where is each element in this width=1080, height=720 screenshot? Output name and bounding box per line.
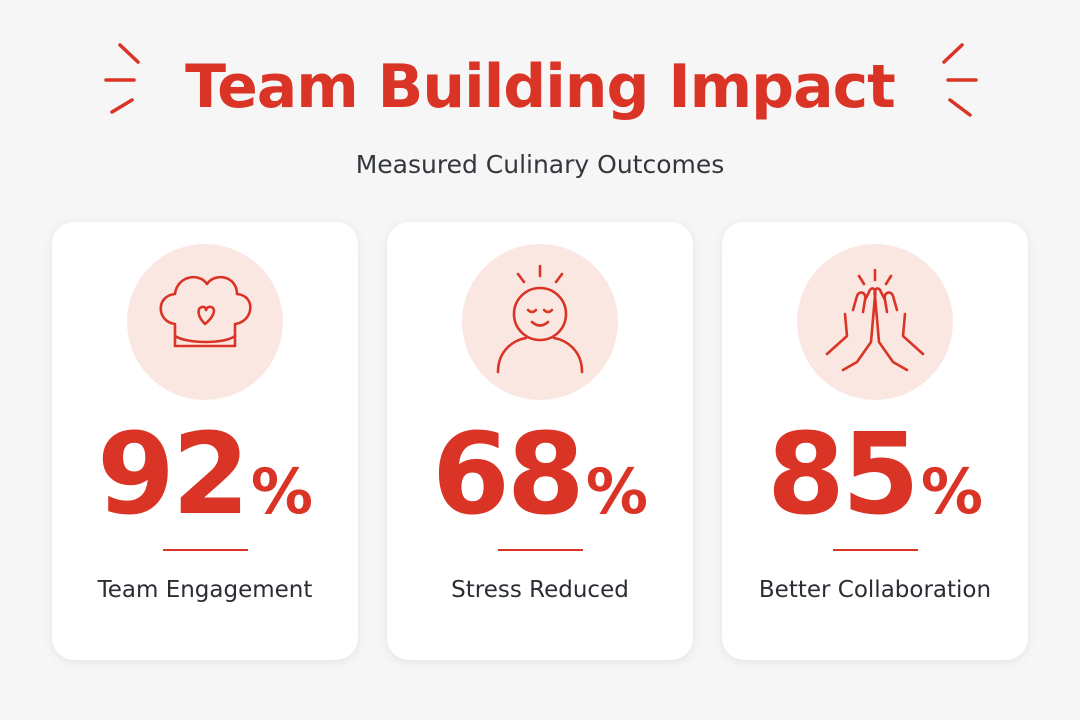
- stat-card: 85% Better Collaboration: [722, 222, 1028, 660]
- divider: [833, 549, 918, 551]
- stat-value: 85%: [722, 410, 1028, 573]
- subtitle: Measured Culinary Outcomes: [355, 150, 725, 179]
- unit: %: [250, 455, 313, 528]
- title: Team Building Impact: [185, 52, 896, 122]
- stat-label: Stress Reduced: [451, 577, 629, 603]
- stat-value: 92%: [52, 410, 358, 573]
- stat-label: Team Engagement: [97, 577, 313, 603]
- stat-card: 92% Team Engagement: [52, 222, 358, 660]
- unit: %: [585, 455, 648, 528]
- unit: %: [920, 455, 983, 528]
- high-five-icon: [825, 268, 925, 372]
- value: 92: [97, 410, 250, 540]
- stat-value: 68%: [387, 410, 693, 573]
- title-bursts: [104, 43, 978, 117]
- chef-hat-icon: [159, 275, 252, 348]
- value: 85: [767, 410, 920, 540]
- stat-card: 68% Stress Reduced: [387, 222, 693, 660]
- icon-circle: [797, 244, 953, 400]
- calm-face-icon: [496, 264, 584, 374]
- icon-circle: [462, 244, 618, 400]
- value: 68: [432, 410, 585, 540]
- stat-label: Better Collaboration: [758, 577, 992, 603]
- icon-circle: [127, 244, 283, 400]
- divider: [163, 549, 248, 551]
- divider: [498, 549, 583, 551]
